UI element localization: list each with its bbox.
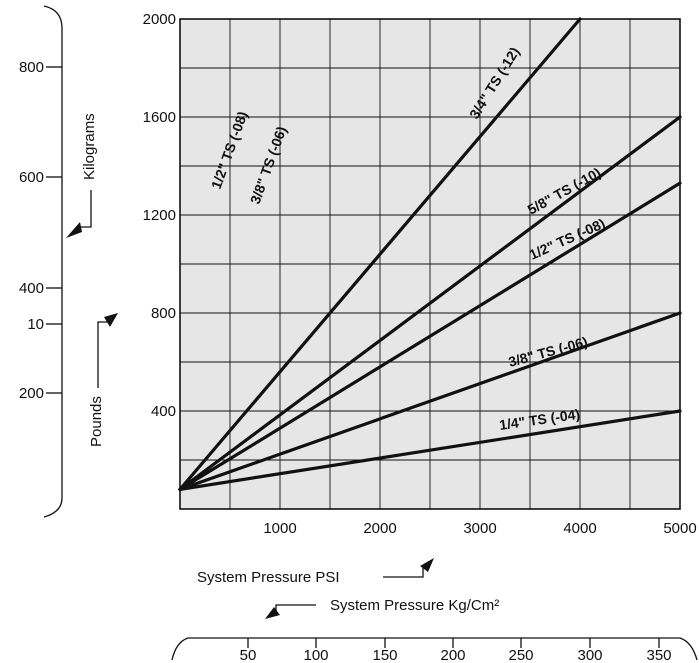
bottom-tick-50: 50 [240, 647, 257, 663]
psi-arrow-icon [383, 566, 424, 578]
series-line-4 [178, 409, 682, 491]
series-line-0 [178, 17, 582, 491]
pounds-axis-title: Pounds [88, 396, 105, 447]
x-axis-title-psi: System Pressure PSI [197, 569, 340, 586]
x-tick-labels: 1000 2000 3000 4000 5000 [263, 520, 696, 537]
bottom-tick-300: 300 [577, 647, 602, 663]
left-tick-400: 400 [19, 280, 44, 297]
bottom-tick-150: 150 [372, 647, 397, 663]
pounds-arrowhead-icon [104, 313, 118, 327]
x-tick-label: 5000 [663, 520, 696, 537]
series-line-1 [178, 115, 682, 491]
pounds-arrow-icon [97, 321, 108, 388]
kilograms-axis-title: Kilograms [81, 113, 98, 180]
kgcm-arrow-icon [275, 604, 316, 612]
left-axis-ticks [46, 66, 62, 394]
x-tick-label: 1000 [263, 520, 296, 537]
left-tick-600: 600 [19, 169, 44, 186]
left-tick-200: 200 [19, 385, 44, 402]
y-tick-label: 2000 [143, 11, 176, 28]
left-tick-800: 800 [19, 59, 44, 76]
bottom-axis-ticks [247, 638, 660, 648]
y-tick-label: 1200 [143, 207, 176, 224]
x-tick-label: 2000 [363, 520, 396, 537]
kilograms-arrow-icon [76, 190, 92, 228]
kgcm-arrowhead-icon [265, 607, 280, 619]
left-axis-bracket [43, 5, 63, 518]
bottom-tick-200: 200 [440, 647, 465, 663]
y-tick-label: 800 [151, 305, 176, 322]
y-tick-labels: 400 800 1200 1600 2000 [143, 11, 176, 420]
x-tick-label: 3000 [463, 520, 496, 537]
secondary-x-axis-title: System Pressure Kg/Cm² [330, 597, 499, 614]
psi-arrowhead-icon [420, 558, 434, 572]
bottom-tick-350: 350 [646, 647, 671, 663]
kilograms-arrowhead-icon [66, 222, 82, 238]
left-tick-10: 10 [27, 316, 44, 333]
y-tick-label: 1600 [143, 109, 176, 126]
bottom-axis-bracket [171, 637, 698, 661]
bottom-tick-250: 250 [508, 647, 533, 663]
series-line-3 [178, 311, 682, 491]
bottom-tick-100: 100 [303, 647, 328, 663]
series-lines [178, 17, 682, 491]
plot-frame [179, 18, 681, 510]
x-tick-label: 4000 [563, 520, 596, 537]
grid-lines [180, 19, 680, 509]
y-tick-label: 400 [151, 403, 176, 420]
series-line-2 [178, 181, 682, 491]
